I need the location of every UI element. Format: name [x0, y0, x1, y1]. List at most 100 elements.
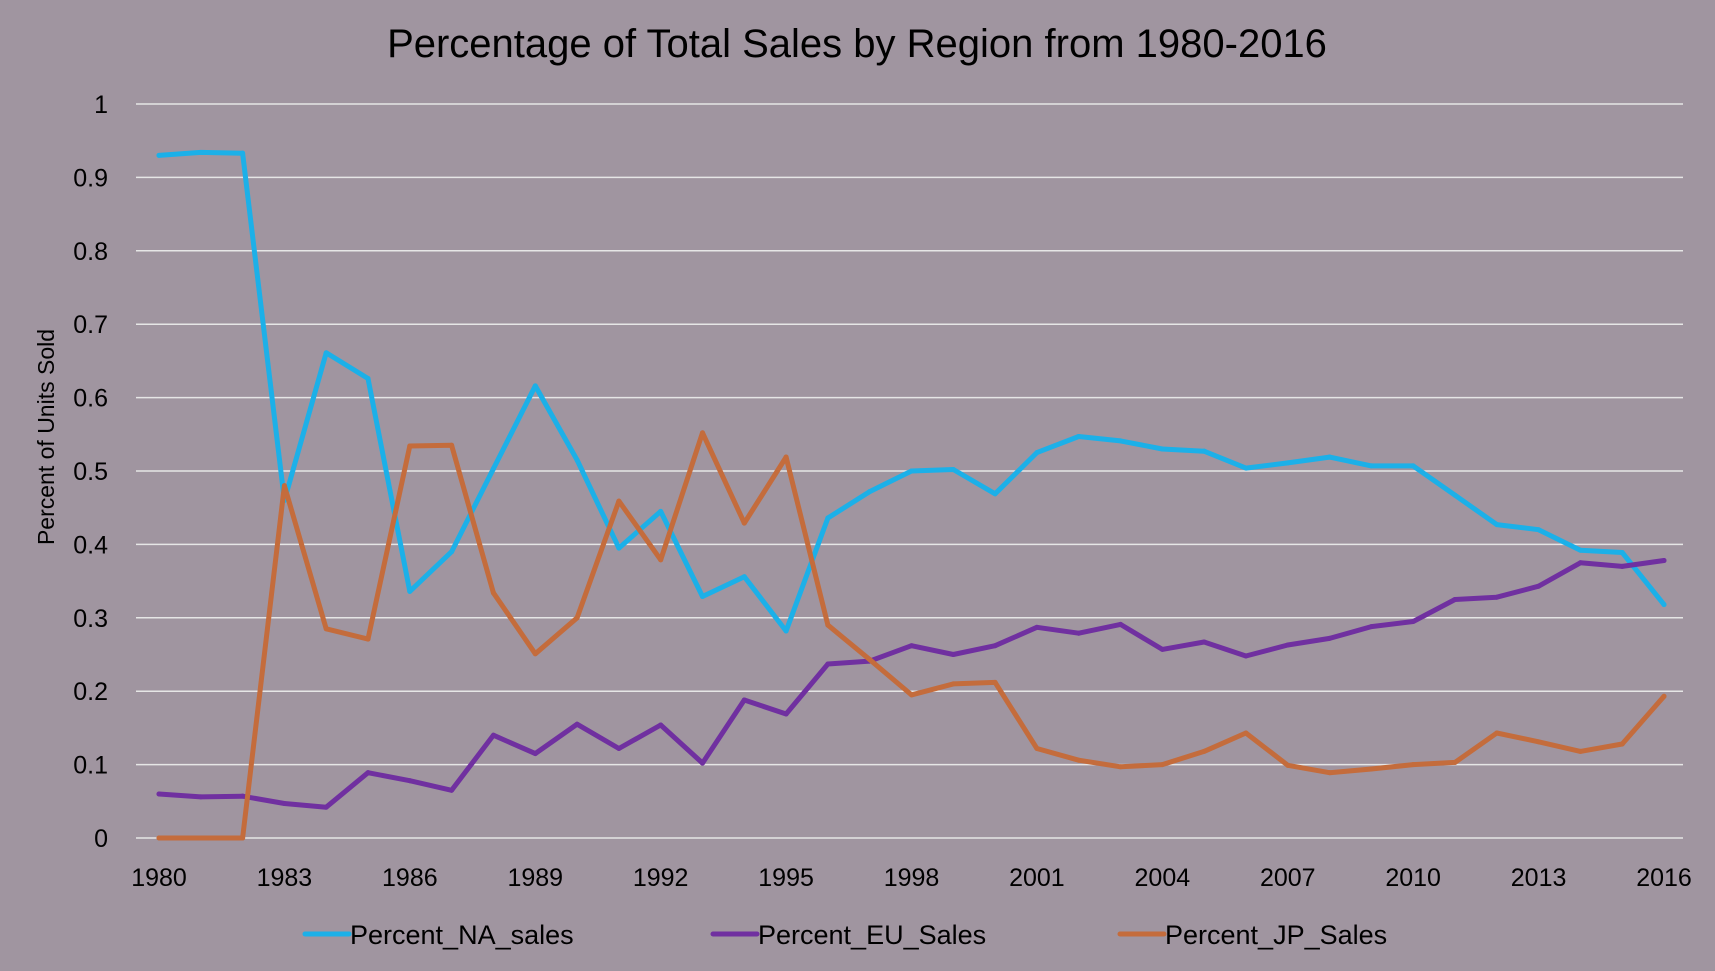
y-tick-label: 0.7 — [73, 311, 108, 339]
series-line-percent-eu-sales — [156, 558, 1667, 810]
legend-item: Percent_NA_sales — [302, 920, 574, 950]
data-point — [616, 745, 622, 751]
y-tick-label: 0.5 — [73, 458, 108, 486]
data-point — [490, 732, 496, 738]
data-point — [1410, 463, 1416, 469]
data-point — [1118, 764, 1124, 770]
data-point — [1201, 639, 1207, 645]
data-point — [741, 697, 747, 703]
x-tick-label: 2010 — [1385, 864, 1441, 892]
data-point — [449, 787, 455, 793]
data-point — [867, 489, 873, 495]
data-point — [281, 483, 287, 489]
data-point — [825, 622, 831, 628]
data-point — [658, 557, 664, 563]
data-point — [741, 574, 747, 580]
data-point — [1452, 759, 1458, 765]
y-tick-label: 0.1 — [73, 752, 108, 780]
data-point — [1243, 730, 1249, 736]
x-tick-label: 1992 — [633, 864, 689, 892]
data-point — [365, 376, 371, 382]
x-tick-label: 1983 — [257, 864, 313, 892]
x-tick-label: 2004 — [1135, 864, 1191, 892]
data-point — [741, 520, 747, 526]
data-point — [1201, 748, 1207, 754]
data-point — [825, 661, 831, 667]
data-point — [1368, 463, 1374, 469]
data-point — [1536, 583, 1542, 589]
data-point — [1536, 527, 1542, 533]
data-point — [240, 150, 246, 156]
data-point — [783, 711, 789, 717]
data-point — [1243, 465, 1249, 471]
data-point — [323, 350, 329, 356]
data-point — [1494, 730, 1500, 736]
legend: Percent_NA_sales Percent_EU_Sales Percent_… — [302, 920, 1387, 950]
data-point — [1034, 624, 1040, 630]
data-point — [449, 549, 455, 555]
data-point — [1285, 460, 1291, 466]
data-point — [532, 651, 538, 657]
x-tick-label: 2007 — [1260, 864, 1316, 892]
data-point — [909, 692, 914, 698]
y-tick-label: 0.4 — [73, 531, 108, 559]
data-point — [1159, 762, 1165, 768]
data-point — [407, 588, 413, 594]
data-point — [1076, 757, 1082, 763]
data-point — [1619, 549, 1625, 555]
data-point — [1619, 563, 1625, 569]
y-tick-label: 0.8 — [73, 238, 108, 266]
data-point — [365, 636, 371, 642]
y-tick-label: 1 — [94, 91, 108, 119]
data-point — [1661, 602, 1667, 608]
data-point — [1076, 630, 1082, 636]
data-point — [156, 835, 162, 841]
data-point — [1368, 766, 1374, 772]
x-tick-label: 2013 — [1511, 864, 1567, 892]
y-tick-label: 0 — [94, 825, 108, 853]
data-point — [1452, 596, 1458, 602]
data-point — [532, 751, 538, 757]
data-point — [616, 545, 622, 551]
series-lines — [156, 149, 1667, 841]
x-tick-label: 1998 — [884, 864, 940, 892]
legend-label: Percent_EU_Sales — [758, 920, 986, 950]
data-point — [658, 722, 664, 728]
data-point — [1327, 454, 1333, 460]
data-point — [198, 794, 204, 800]
data-point — [1494, 594, 1500, 600]
data-point — [1619, 741, 1625, 747]
data-point — [1034, 745, 1040, 751]
data-point — [490, 590, 496, 596]
data-point — [1494, 522, 1500, 528]
data-point — [156, 791, 162, 797]
data-point — [1536, 739, 1542, 745]
data-point — [1577, 560, 1583, 566]
x-tick-label: 1989 — [507, 864, 563, 892]
data-point — [783, 454, 789, 460]
legend-item: Percent_EU_Sales — [710, 920, 986, 950]
data-point — [1034, 450, 1040, 456]
x-tick-label: 2016 — [1636, 864, 1692, 892]
data-point — [1661, 558, 1667, 564]
data-point — [240, 835, 246, 841]
data-point — [1452, 492, 1458, 498]
y-axis-ticks: 0 0.1 0.2 0.3 0.4 0.5 0.6 0.7 0.8 0.9 1 — [73, 91, 108, 853]
data-point — [1327, 635, 1333, 641]
data-point — [616, 498, 622, 504]
y-tick-label: 0.3 — [73, 605, 108, 633]
x-tick-label: 1980 — [131, 864, 187, 892]
data-point — [950, 681, 956, 687]
chart-title: Percentage of Total Sales by Region from… — [387, 22, 1327, 66]
data-point — [449, 442, 455, 448]
data-point — [407, 443, 413, 449]
data-point — [909, 643, 914, 649]
data-point — [1410, 762, 1416, 768]
legend-item: Percent_JP_Sales — [1117, 920, 1387, 950]
legend-label: Percent_JP_Sales — [1165, 920, 1387, 950]
data-point — [1118, 621, 1124, 627]
x-tick-label: 1995 — [758, 864, 814, 892]
data-point — [658, 508, 664, 514]
data-point — [407, 778, 413, 784]
